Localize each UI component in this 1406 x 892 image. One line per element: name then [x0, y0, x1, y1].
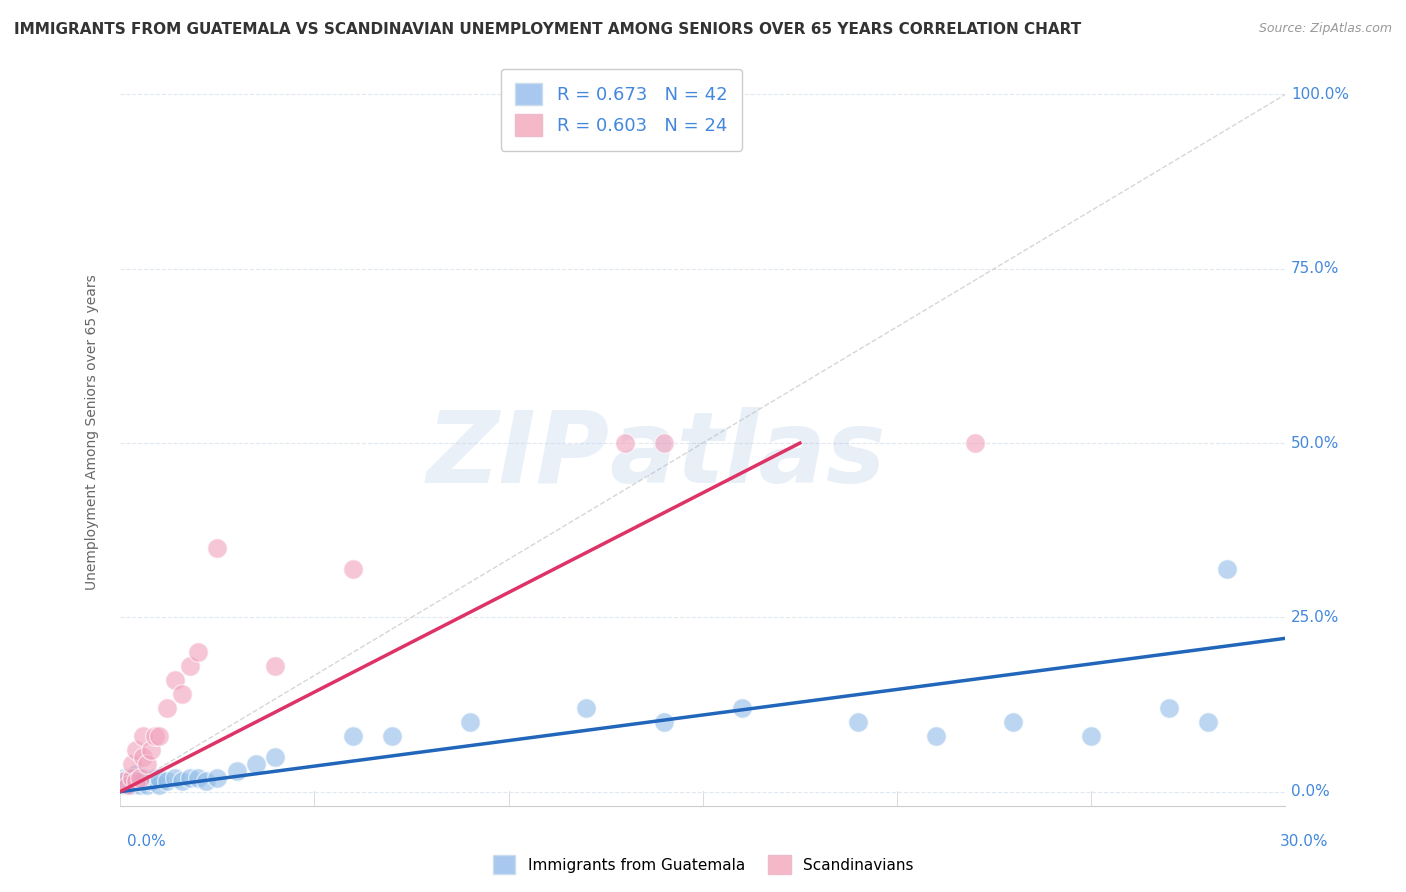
Point	[124, 774, 146, 789]
Point	[128, 778, 150, 792]
Point	[614, 436, 637, 450]
Text: 75.0%: 75.0%	[1291, 261, 1340, 277]
Point	[121, 771, 143, 785]
Text: 30.0%: 30.0%	[1281, 834, 1329, 849]
Point	[846, 714, 869, 729]
Point	[264, 659, 287, 673]
Point	[207, 771, 229, 785]
Text: 0.0%: 0.0%	[127, 834, 166, 849]
Point	[117, 778, 139, 792]
Text: 50.0%: 50.0%	[1291, 435, 1340, 450]
Legend: Immigrants from Guatemala, Scandinavians: Immigrants from Guatemala, Scandinavians	[486, 849, 920, 880]
Point	[128, 771, 150, 785]
Text: 0.0%: 0.0%	[1291, 784, 1330, 799]
Point	[112, 774, 135, 789]
Point	[148, 729, 170, 743]
Point	[264, 749, 287, 764]
Point	[172, 687, 194, 701]
Point	[124, 774, 146, 789]
Point	[342, 561, 364, 575]
Point	[925, 729, 948, 743]
Point	[148, 778, 170, 792]
Point	[132, 774, 155, 789]
Text: 100.0%: 100.0%	[1291, 87, 1350, 102]
Point	[187, 771, 209, 785]
Point	[179, 659, 201, 673]
Text: IMMIGRANTS FROM GUATEMALA VS SCANDINAVIAN UNEMPLOYMENT AMONG SENIORS OVER 65 YEA: IMMIGRANTS FROM GUATEMALA VS SCANDINAVIA…	[14, 22, 1081, 37]
Point	[652, 714, 675, 729]
Point	[112, 774, 135, 789]
Point	[156, 701, 179, 715]
Point	[1002, 714, 1025, 729]
Text: atlas: atlas	[610, 407, 886, 503]
Point	[132, 729, 155, 743]
Point	[124, 743, 146, 757]
Point	[963, 436, 986, 450]
Point	[194, 774, 217, 789]
Point	[381, 729, 404, 743]
Point	[730, 701, 752, 715]
Point	[156, 774, 179, 789]
Point	[1080, 729, 1102, 743]
Point	[117, 771, 139, 785]
Point	[143, 771, 166, 785]
Point	[112, 778, 135, 792]
Point	[132, 771, 155, 785]
Point	[225, 764, 247, 778]
Point	[179, 771, 201, 785]
Point	[163, 771, 186, 785]
Point	[1157, 701, 1180, 715]
Point	[141, 743, 163, 757]
Point	[245, 756, 267, 771]
Legend: R = 0.673   N = 42, R = 0.603   N = 24: R = 0.673 N = 42, R = 0.603 N = 24	[501, 69, 742, 151]
Point	[172, 774, 194, 789]
Point	[141, 774, 163, 789]
Point	[121, 756, 143, 771]
Point	[117, 778, 139, 792]
Point	[136, 778, 159, 792]
Point	[124, 767, 146, 781]
Point	[575, 701, 598, 715]
Point	[342, 729, 364, 743]
Point	[187, 645, 209, 659]
Point	[112, 771, 135, 785]
Point	[458, 714, 481, 729]
Point	[132, 749, 155, 764]
Point	[128, 771, 150, 785]
Point	[1216, 561, 1239, 575]
Text: Source: ZipAtlas.com: Source: ZipAtlas.com	[1258, 22, 1392, 36]
Point	[207, 541, 229, 555]
Y-axis label: Unemployment Among Seniors over 65 years: Unemployment Among Seniors over 65 years	[86, 275, 100, 591]
Point	[143, 729, 166, 743]
Point	[121, 771, 143, 785]
Text: ZIP: ZIP	[426, 407, 610, 503]
Point	[121, 778, 143, 792]
Point	[148, 771, 170, 785]
Point	[117, 774, 139, 789]
Point	[652, 436, 675, 450]
Point	[136, 756, 159, 771]
Point	[163, 673, 186, 687]
Text: 25.0%: 25.0%	[1291, 610, 1340, 625]
Point	[1197, 714, 1219, 729]
